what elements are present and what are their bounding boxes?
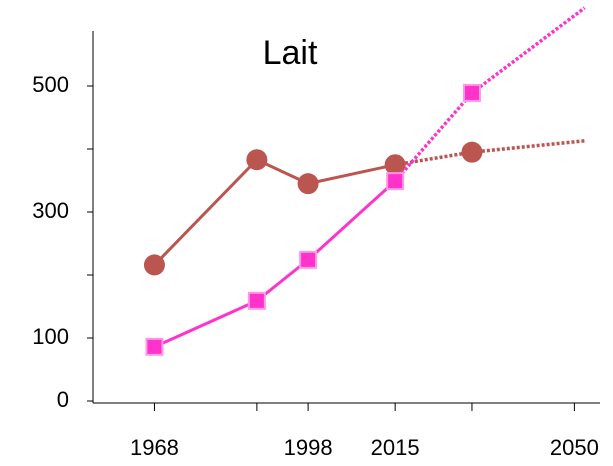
x-tick-label: 2015 [371, 435, 420, 460]
x-tick-label: 2050 [550, 435, 599, 460]
projection-line [470, 6, 586, 95]
projection-line [393, 91, 474, 183]
marker [143, 254, 165, 276]
projection-line [394, 150, 473, 167]
marker [246, 149, 268, 171]
x-tick-label: 1998 [284, 435, 333, 460]
marker [145, 337, 164, 356]
chart-title: Lait [263, 34, 318, 72]
marker [461, 141, 483, 163]
marker [247, 291, 266, 310]
y-tick-label: 500 [32, 72, 69, 97]
marker [299, 250, 318, 269]
series-line [153, 299, 258, 349]
series-line [153, 158, 258, 266]
marker [384, 154, 406, 176]
marker [386, 172, 405, 191]
series-line [307, 180, 397, 261]
y-tick-label: 300 [32, 198, 69, 223]
projection-line [471, 139, 585, 154]
x-tick-label: 1968 [130, 435, 179, 460]
y-tick-label: 100 [32, 324, 69, 349]
marker [297, 173, 319, 195]
series-line [307, 163, 396, 186]
marker [462, 83, 481, 102]
y-tick-label: 0 [57, 387, 69, 412]
